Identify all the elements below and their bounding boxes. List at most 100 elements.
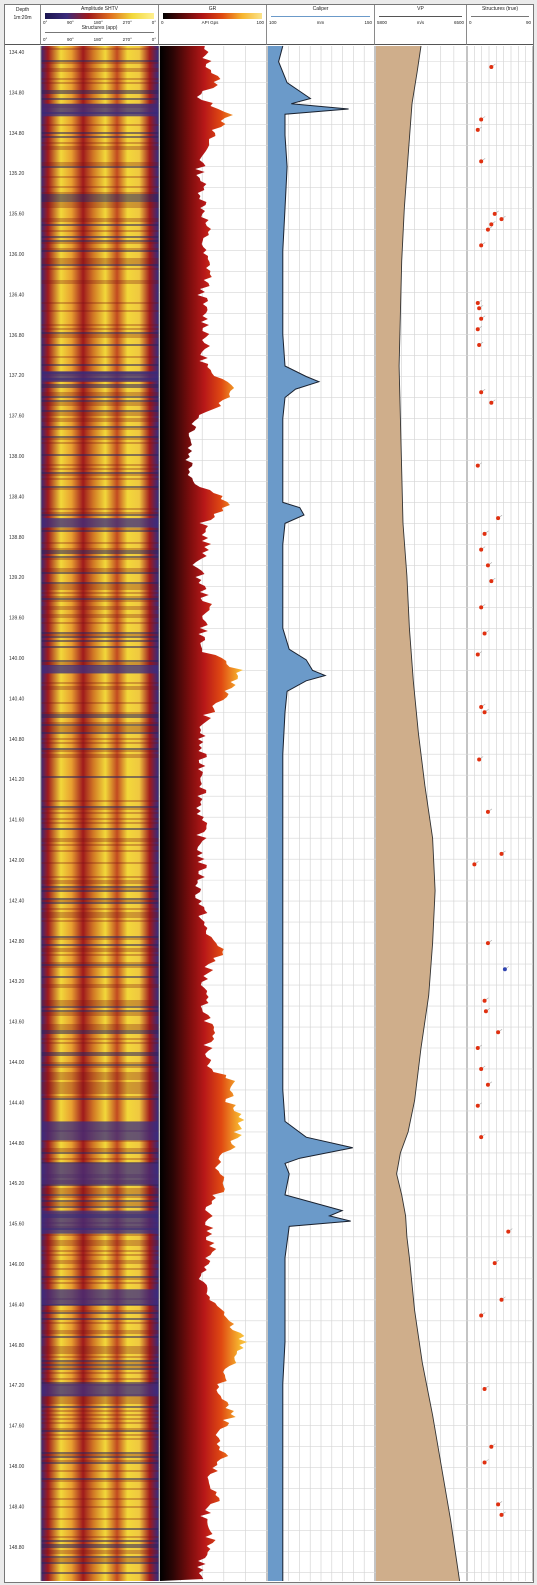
amplitude-band	[41, 264, 159, 266]
amplitude-band	[41, 90, 159, 92]
structures-true-scale: 0 90	[469, 20, 531, 25]
amplitude-band	[41, 1382, 159, 1384]
amplitude-band	[41, 754, 159, 756]
amplitude-band	[41, 1152, 159, 1154]
amplitude-band	[41, 512, 159, 514]
amplitude-band	[41, 464, 159, 466]
amplitude-band	[41, 662, 159, 664]
amplitude-band	[41, 702, 159, 704]
amplitude-band	[41, 1088, 159, 1090]
amplitude-band	[41, 582, 159, 584]
structure-dip-point	[482, 1386, 487, 1391]
structure-dip-point	[482, 998, 487, 1003]
amplitude-band	[41, 1032, 159, 1034]
structure-dip-point	[475, 1103, 480, 1108]
amplitude-band	[41, 1076, 159, 1078]
amplitude-band	[41, 584, 159, 586]
amplitude-band	[41, 280, 159, 282]
amplitude-band	[41, 586, 159, 588]
amplitude-band	[41, 1350, 159, 1352]
amplitude-band	[41, 410, 159, 412]
structure-dip-point	[483, 1009, 488, 1014]
depth-tick-label: 136.00	[9, 252, 25, 258]
amplitude-band	[41, 1480, 159, 1482]
amplitude-band	[41, 1560, 159, 1562]
structures-true-line-key	[471, 16, 529, 17]
amplitude-band	[41, 728, 159, 730]
amplitude-band	[41, 60, 159, 62]
structure-dip-point	[499, 1512, 504, 1517]
amplitude-band	[41, 1026, 159, 1028]
amplitude-band	[41, 206, 159, 208]
amplitude-band	[41, 1192, 159, 1194]
amplitude-band	[41, 828, 159, 830]
depth-tick-label: 147.20	[9, 1383, 25, 1389]
amplitude-dark-zone	[41, 1121, 159, 1141]
amplitude-band	[41, 1092, 159, 1094]
amplitude-band	[41, 1312, 159, 1314]
amplitude-band	[41, 1282, 159, 1284]
amplitude-band	[41, 1378, 159, 1380]
amplitude-band	[41, 756, 159, 758]
amplitude-band	[41, 592, 159, 594]
structure-dip-point	[479, 547, 484, 552]
amplitude-band	[41, 78, 159, 80]
amplitude-band	[41, 1558, 159, 1560]
amplitude-band	[41, 1572, 159, 1574]
amplitude-band	[41, 732, 159, 734]
amplitude-band	[41, 1402, 159, 1404]
log-plot: 134.40 134.80 134.80 135.20 135.60 136.00 136.…	[9, 45, 533, 1582]
amplitude-band	[41, 606, 159, 608]
amplitude-band	[41, 176, 159, 178]
structure-dip-point	[485, 1082, 490, 1087]
structure-dip-point	[499, 1297, 504, 1302]
gr-scale: 0 API Gps 100	[161, 20, 264, 25]
structure-dip-point	[482, 1460, 487, 1465]
amplitude-band	[41, 1544, 159, 1546]
amplitude-band	[41, 394, 159, 396]
amplitude-band	[41, 818, 159, 820]
structure-dip-point	[482, 631, 487, 636]
structure-dip-point	[485, 563, 490, 568]
amplitude-title: Amplitude SHTV	[81, 6, 118, 12]
amplitude-band	[41, 198, 159, 200]
amplitude-band	[41, 588, 159, 590]
amplitude-band	[41, 1004, 159, 1006]
amplitude-band	[41, 1414, 159, 1416]
amplitude-band	[41, 486, 159, 488]
amplitude-band	[41, 1552, 159, 1554]
structure-dip-point	[496, 516, 501, 521]
amplitude-band	[41, 598, 159, 600]
structure-dip-point	[479, 316, 484, 321]
amplitude-band	[41, 914, 159, 916]
amplitude-band	[41, 916, 159, 918]
amplitude-band	[41, 364, 159, 366]
amplitude-band	[41, 196, 159, 198]
vp-header: VP 5800 m/s 6500	[375, 5, 467, 45]
amplitude-band	[41, 632, 159, 634]
structure-dip-point	[496, 1030, 501, 1035]
amplitude-band	[41, 400, 159, 402]
structure-dip-point	[496, 1502, 501, 1507]
amplitude-band	[41, 664, 159, 666]
amplitude-band	[41, 800, 159, 802]
depth-tick-label: 144.80	[9, 1141, 25, 1147]
caliper-title: Caliper	[312, 6, 329, 12]
amplitude-dark-zone	[41, 371, 159, 382]
amplitude-band	[41, 1498, 159, 1500]
depth-tick-label: 140.80	[9, 737, 25, 743]
amplitude-band	[41, 1332, 159, 1334]
structure-dip-point	[489, 64, 494, 69]
amplitude-band	[41, 426, 159, 428]
amplitude-band	[41, 82, 159, 84]
amplitude-band	[41, 1368, 159, 1370]
depth-tick-label: 145.60	[9, 1222, 25, 1228]
amplitude-band	[41, 1422, 159, 1424]
structure-dip-point	[489, 400, 494, 405]
depth-tick-label: 139.60	[9, 616, 25, 622]
amplitude-band	[41, 614, 159, 616]
depth-tick-label: 137.20	[9, 373, 25, 379]
amplitude-band	[41, 98, 159, 100]
amplitude-band	[41, 454, 159, 456]
amplitude-band	[41, 712, 159, 714]
